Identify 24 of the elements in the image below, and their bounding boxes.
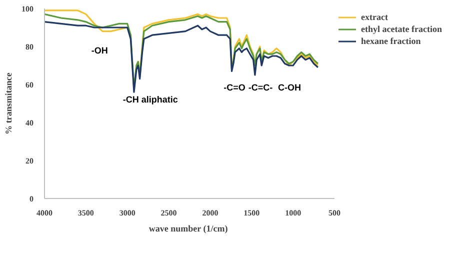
y-axis-title: % transmitance: [4, 72, 14, 134]
y-tick-label: 80: [26, 42, 34, 52]
annotation: -C=O: [224, 82, 246, 92]
x-tick-label: 2500: [160, 208, 177, 218]
x-tick-label: 1500: [244, 208, 260, 218]
y-tick-label: 100: [22, 4, 34, 14]
legend-label: ethyl acetate fraction: [361, 24, 442, 34]
x-tick-label: 2000: [202, 208, 218, 218]
annotation: -C=C-: [248, 82, 273, 92]
legend-label: hexane fraction: [361, 36, 421, 46]
y-tick-label: 0: [30, 194, 34, 204]
x-tick-label: 500: [328, 208, 340, 218]
annotation: C-OH: [278, 82, 302, 92]
y-tick-label: 60: [26, 80, 34, 90]
x-axis-title: wave number (1/cm): [148, 224, 228, 234]
x-tick-label: 3500: [78, 208, 94, 218]
annotation: -CH aliphatic: [122, 94, 178, 105]
legend-label: extract: [361, 12, 388, 22]
y-tick-label: 40: [26, 118, 34, 128]
x-tick-label: 1000: [285, 208, 302, 218]
x-tick-label: 4000: [36, 208, 52, 218]
x-tick-label: 3000: [119, 208, 136, 218]
y-tick-label: 20: [26, 156, 34, 166]
annotation: -OH: [91, 45, 108, 56]
